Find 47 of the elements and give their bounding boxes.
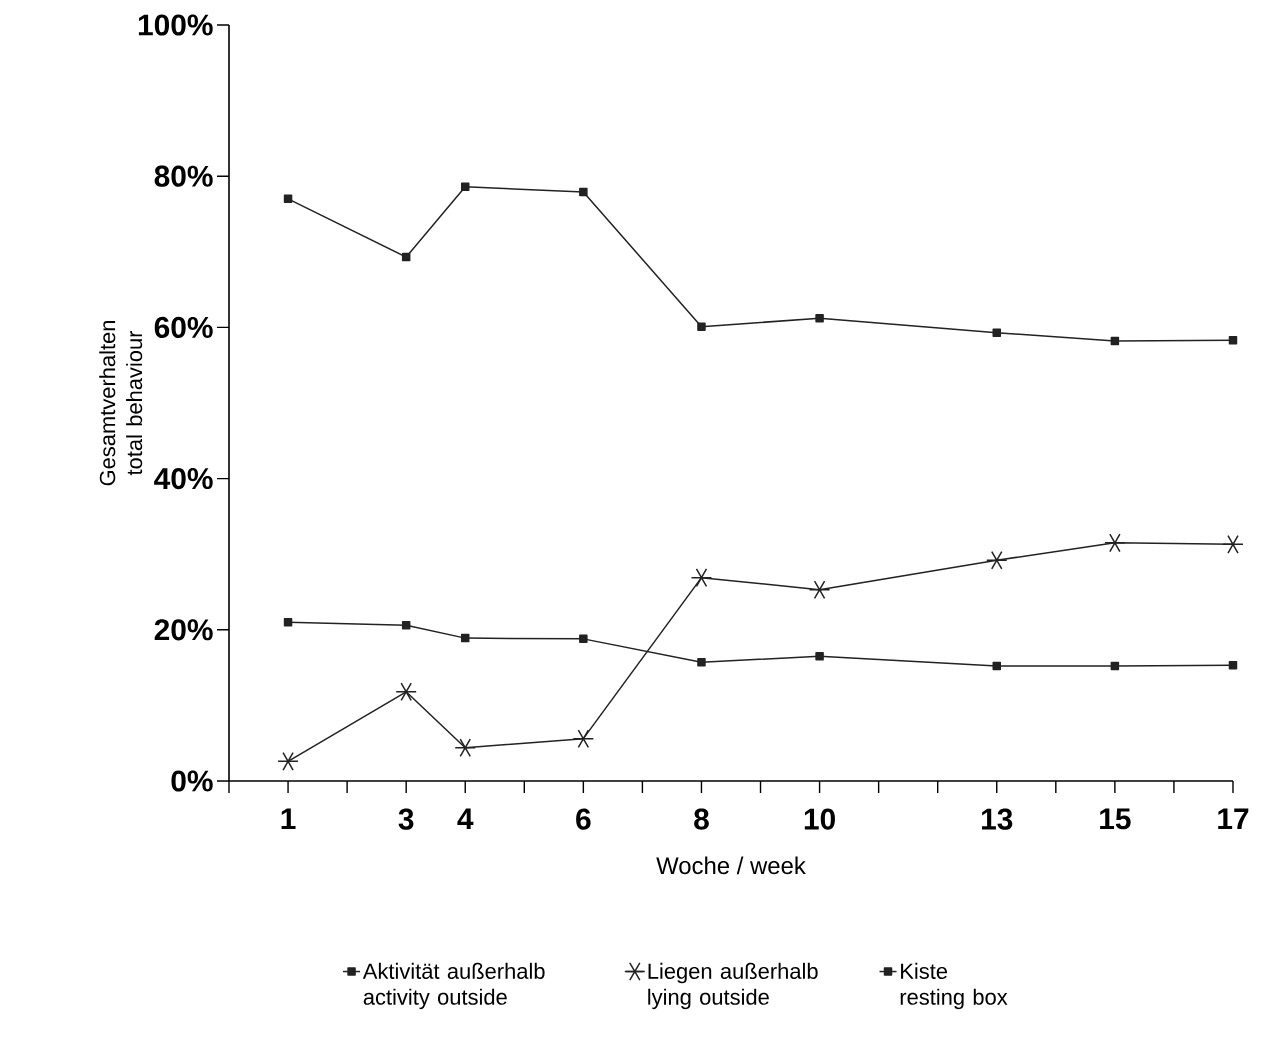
y-tick-label: 100% <box>138 14 213 36</box>
y-tick-label: 20% <box>154 619 213 641</box>
point <box>1228 661 1238 670</box>
point <box>277 751 299 771</box>
x-tick-label: 15 <box>1100 808 1131 830</box>
x-tick-label: 10 <box>804 808 835 830</box>
y-tick-label: 0% <box>171 770 213 792</box>
point <box>1228 336 1238 345</box>
point <box>690 568 713 588</box>
point <box>808 580 831 600</box>
point <box>1104 533 1126 553</box>
point <box>460 182 470 192</box>
point <box>1110 661 1120 671</box>
point <box>401 621 411 630</box>
y-tick-label: 40% <box>154 468 213 490</box>
legend-label: Kiste resting box <box>900 962 1008 1010</box>
point <box>697 658 706 667</box>
point <box>579 187 588 197</box>
point <box>395 682 417 702</box>
x-tick-label: 3 <box>398 808 414 830</box>
point <box>815 314 824 323</box>
point <box>1222 534 1244 554</box>
point <box>697 322 706 331</box>
y-tick-label: 80% <box>154 165 213 187</box>
point <box>572 729 595 749</box>
point <box>283 194 293 204</box>
legend-label: Liegen außerhalb lying outside <box>648 962 818 1010</box>
point <box>992 661 1002 671</box>
point <box>579 634 588 644</box>
x-tick-label: 8 <box>694 808 709 830</box>
y-tick-label: 60% <box>154 316 213 338</box>
point <box>460 633 470 643</box>
point <box>401 252 411 262</box>
x-tick-label: 6 <box>576 808 591 830</box>
point <box>454 738 476 758</box>
x-tick-label: 1 <box>281 808 296 830</box>
x-tick-label: 13 <box>982 808 1013 830</box>
y-axis-title: Gesamtverhalten total behaviour <box>99 320 143 486</box>
legend-label: Aktivität außerhalb activity outside <box>362 962 545 1010</box>
point <box>992 328 1002 337</box>
point <box>986 550 1008 570</box>
point <box>815 652 824 661</box>
point <box>1110 336 1120 346</box>
x-tick-label: 4 <box>457 808 474 830</box>
x-axis-title: Woche / week <box>656 856 806 875</box>
point <box>283 617 293 627</box>
x-tick-label: 17 <box>1218 808 1249 830</box>
